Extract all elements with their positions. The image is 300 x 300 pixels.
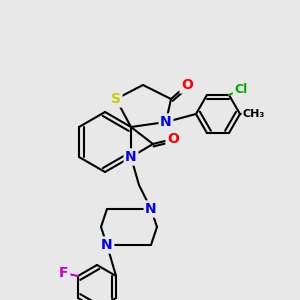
Text: S: S (111, 92, 121, 106)
Text: O: O (181, 78, 193, 92)
Text: N: N (160, 115, 172, 129)
Text: N: N (145, 202, 157, 216)
Text: O: O (167, 132, 179, 146)
Text: N: N (101, 238, 113, 252)
Text: Cl: Cl (234, 83, 248, 96)
Text: F: F (59, 266, 69, 280)
Text: CH₃: CH₃ (243, 109, 265, 119)
Text: N: N (125, 150, 137, 164)
